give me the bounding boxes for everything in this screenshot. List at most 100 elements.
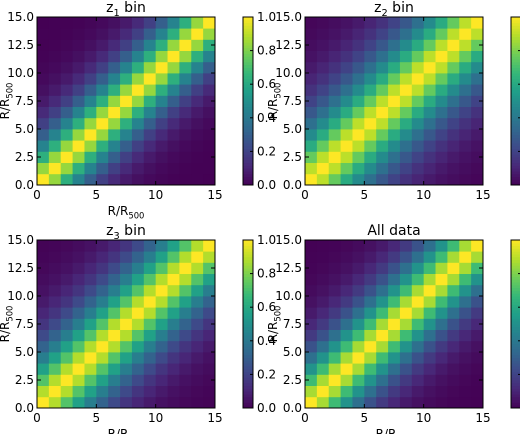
heatmap-cell	[96, 329, 109, 342]
heatmap-cell	[305, 329, 318, 342]
heatmap-cell	[352, 84, 365, 96]
heatmap-cell	[191, 50, 204, 63]
heatmap-cell	[340, 73, 353, 85]
colorbar-segment	[243, 374, 253, 378]
heatmap-cell	[411, 140, 425, 152]
heatmap-cell	[60, 273, 73, 286]
colorbar-segment	[243, 106, 253, 110]
heatmap-cell	[352, 240, 365, 252]
colorbar-segment	[243, 368, 253, 373]
colorbar-segment	[243, 240, 253, 244]
heatmap-cell	[423, 318, 436, 330]
heatmap-cell	[155, 162, 168, 175]
heatmap-cell	[155, 17, 168, 29]
y-tick-label: 2.5	[15, 373, 34, 387]
colorbar-segment	[511, 284, 520, 289]
heatmap-cell	[459, 106, 472, 119]
heatmap-cell	[340, 240, 353, 252]
heatmap-cell	[60, 318, 73, 330]
colorbar-segment	[243, 179, 253, 183]
colorbar-segment	[511, 321, 520, 325]
heatmap-cell	[203, 329, 216, 342]
heatmap-cell	[376, 117, 389, 130]
heatmap-cell	[364, 240, 377, 252]
heatmap-cell	[328, 340, 341, 353]
colorbar-tick-label: 0.4	[257, 334, 276, 348]
colorbar-segment	[511, 28, 520, 32]
heatmap-cell	[155, 140, 168, 152]
colorbar-segment	[511, 168, 520, 172]
colorbar-segment	[511, 301, 520, 305]
heatmap-cell	[203, 352, 216, 364]
heatmap-cell	[305, 39, 318, 51]
colorbar-segment	[243, 391, 253, 395]
y-axis-label: R/R500	[266, 83, 282, 120]
heatmap-cell	[328, 28, 341, 40]
heatmap-cell	[447, 28, 460, 40]
heatmap-cell	[143, 39, 157, 51]
colorbar-segment	[243, 101, 253, 105]
heatmap-cell	[108, 173, 121, 186]
heatmap-cell	[399, 129, 413, 141]
colorbar-segment	[243, 75, 253, 80]
heatmap-cell	[72, 363, 85, 375]
y-tick-label: 0.0	[15, 401, 34, 415]
heatmap-cell	[96, 352, 109, 364]
heatmap-cell	[328, 396, 341, 409]
colorbar-segment	[243, 145, 253, 150]
heatmap-cell	[340, 162, 353, 175]
heatmap-cell	[352, 140, 365, 152]
colorbar-segment	[511, 399, 520, 403]
y-tick-label: 12.5	[7, 38, 34, 52]
colorbar-segment	[511, 157, 520, 161]
heatmap-cell	[72, 385, 85, 398]
x-axis-label-main: R/R	[376, 427, 397, 434]
heatmap-cell	[96, 117, 109, 130]
y-tick-label: 2.5	[283, 150, 302, 164]
colorbar-segment	[243, 388, 253, 392]
heatmap-cell	[340, 284, 353, 297]
heatmap-cell	[471, 240, 484, 252]
heatmap-cell	[388, 352, 401, 364]
heatmap-cell	[191, 273, 204, 286]
x-tick-label: 10	[416, 411, 431, 425]
heatmap-cell	[471, 129, 484, 141]
heatmap-cell	[179, 129, 192, 141]
colorbar-segment	[243, 159, 253, 164]
heatmap-cell	[84, 296, 97, 308]
heatmap-cell	[143, 318, 157, 330]
colorbar-segment	[511, 335, 520, 339]
heatmap-cell	[96, 61, 109, 74]
heatmap-cell	[340, 329, 353, 342]
heatmap-cell	[60, 296, 73, 308]
heatmap-cell	[143, 28, 157, 40]
y-tick-label: 7.5	[283, 94, 302, 108]
colorbar-segment	[243, 242, 253, 247]
heatmap-cell	[399, 318, 413, 330]
heatmap-cell	[37, 273, 50, 286]
colorbar-segment	[511, 324, 520, 328]
heatmap-cell	[108, 84, 121, 96]
heatmap-cell	[48, 173, 62, 186]
heatmap-cell	[48, 162, 62, 175]
heatmap-cell	[447, 240, 460, 252]
heatmap-cell	[191, 385, 204, 398]
heatmap-cell	[352, 307, 365, 319]
heatmap-cell	[167, 374, 180, 386]
x-axis-label-main: R/R	[108, 204, 129, 218]
heatmap-cell	[37, 162, 50, 175]
x-tick-label: 5	[93, 188, 101, 202]
colorbar-frame	[242, 16, 254, 186]
heatmap-cell	[60, 151, 73, 163]
heatmap-cell	[376, 73, 389, 85]
heatmap-cell	[131, 363, 145, 375]
heatmap-cell	[96, 140, 109, 152]
heatmap-cell	[108, 273, 121, 286]
heatmap-cell	[131, 352, 145, 364]
heatmap-cell	[340, 273, 353, 286]
heatmap-cell	[459, 307, 472, 319]
colorbar-segment	[511, 162, 520, 166]
heatmap-cell	[352, 262, 365, 274]
heatmap-cell	[364, 61, 377, 74]
heatmap-cell	[167, 84, 180, 96]
